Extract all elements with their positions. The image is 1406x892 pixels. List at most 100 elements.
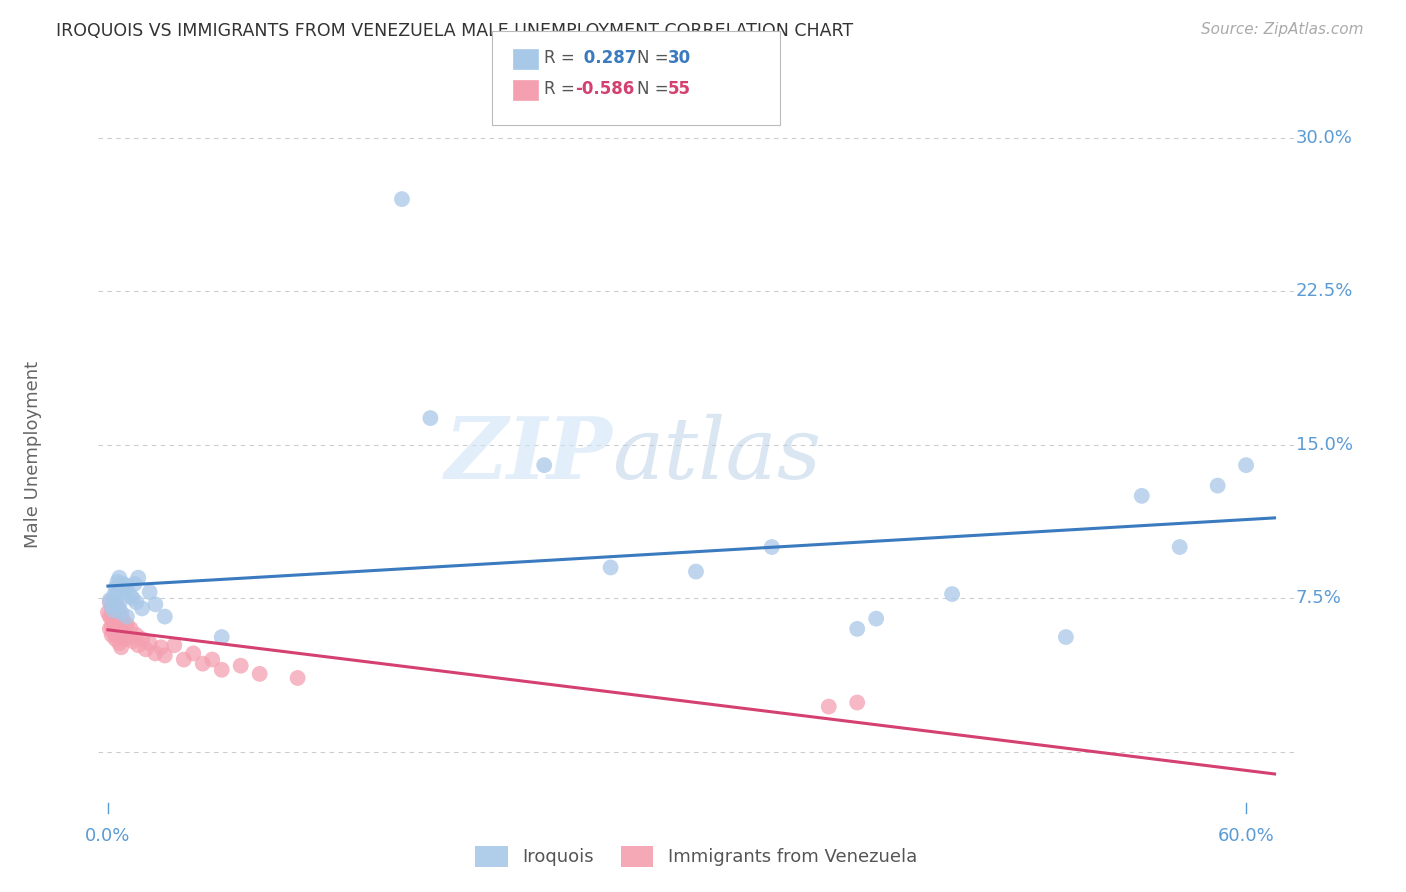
Point [105, 574, 128, 589]
Point [163, 638, 186, 652]
Point [229, 658, 252, 673]
Text: ZIP: ZIP [444, 413, 612, 497]
Point [287, 671, 309, 685]
Point [98, 595, 121, 609]
Point [105, 585, 128, 599]
Point [135, 642, 157, 657]
Point [391, 192, 413, 206]
Point [105, 607, 128, 622]
Text: atlas: atlas [612, 414, 821, 496]
Point [114, 585, 136, 599]
Point [211, 630, 233, 644]
Point [100, 601, 122, 615]
Point [105, 599, 128, 614]
Point [110, 617, 132, 632]
Point [685, 565, 707, 579]
Point [105, 617, 128, 632]
Point [110, 581, 132, 595]
Text: 30.0%: 30.0% [1296, 128, 1353, 147]
Point [110, 606, 132, 620]
Point [104, 622, 127, 636]
Point [761, 540, 783, 554]
Point [131, 632, 153, 646]
Point [138, 585, 160, 599]
Point [108, 614, 131, 628]
Point [112, 624, 135, 638]
Point [98, 593, 121, 607]
Point [115, 630, 138, 644]
Text: 7.5%: 7.5% [1296, 589, 1341, 607]
Point [103, 603, 125, 617]
Point [115, 617, 138, 632]
Point [153, 648, 176, 663]
Point [100, 612, 122, 626]
Text: N =: N = [637, 80, 673, 98]
Point [125, 595, 148, 609]
Text: 55: 55 [668, 80, 690, 98]
Point [121, 634, 143, 648]
Point [115, 579, 138, 593]
Point [100, 628, 122, 642]
Point [108, 626, 131, 640]
Text: R =: R = [544, 80, 575, 98]
Point [112, 577, 135, 591]
Point [191, 657, 214, 671]
Point [1234, 458, 1257, 472]
Text: IROQUOIS VS IMMIGRANTS FROM VENEZUELA MALE UNEMPLOYMENT CORRELATION CHART: IROQUOIS VS IMMIGRANTS FROM VENEZUELA MA… [56, 22, 853, 40]
Text: Male Unemployment: Male Unemployment [24, 361, 42, 549]
Point [114, 632, 136, 646]
Text: 0.287: 0.287 [578, 49, 637, 67]
Text: 0.0%: 0.0% [86, 828, 131, 846]
Point [105, 628, 128, 642]
Point [103, 597, 125, 611]
Point [1054, 630, 1077, 644]
Point [114, 620, 136, 634]
Point [124, 577, 146, 591]
Point [211, 663, 233, 677]
Point [127, 571, 149, 585]
Point [120, 589, 142, 603]
Text: 15.0%: 15.0% [1296, 435, 1353, 454]
Point [599, 560, 621, 574]
Text: R =: R = [544, 49, 581, 67]
Point [120, 622, 142, 636]
Point [98, 622, 121, 636]
Point [865, 612, 887, 626]
Point [1206, 478, 1229, 492]
Text: 30: 30 [668, 49, 690, 67]
Text: N =: N = [637, 49, 673, 67]
Point [104, 612, 127, 626]
Point [249, 666, 271, 681]
Text: 60.0%: 60.0% [1218, 828, 1274, 846]
Point [104, 603, 127, 617]
Point [1168, 540, 1191, 554]
Point [100, 620, 122, 634]
Point [110, 609, 132, 624]
Point [97, 606, 120, 620]
Point [103, 615, 125, 630]
Point [131, 601, 153, 615]
Point [103, 607, 125, 622]
Point [108, 636, 131, 650]
Point [103, 589, 125, 603]
Point [100, 599, 122, 614]
Point [125, 628, 148, 642]
Text: -0.586: -0.586 [575, 80, 634, 98]
Point [138, 636, 160, 650]
Point [112, 614, 135, 628]
Point [846, 622, 869, 636]
Point [181, 647, 204, 661]
Point [153, 609, 176, 624]
Point [419, 411, 441, 425]
Point [817, 699, 839, 714]
Text: Source: ZipAtlas.com: Source: ZipAtlas.com [1201, 22, 1364, 37]
Point [98, 609, 121, 624]
Point [108, 571, 131, 585]
Text: 22.5%: 22.5% [1296, 282, 1354, 301]
Point [201, 652, 224, 666]
Point [127, 638, 149, 652]
Point [143, 647, 166, 661]
Point [104, 595, 127, 609]
Point [533, 458, 555, 472]
Point [173, 652, 195, 666]
